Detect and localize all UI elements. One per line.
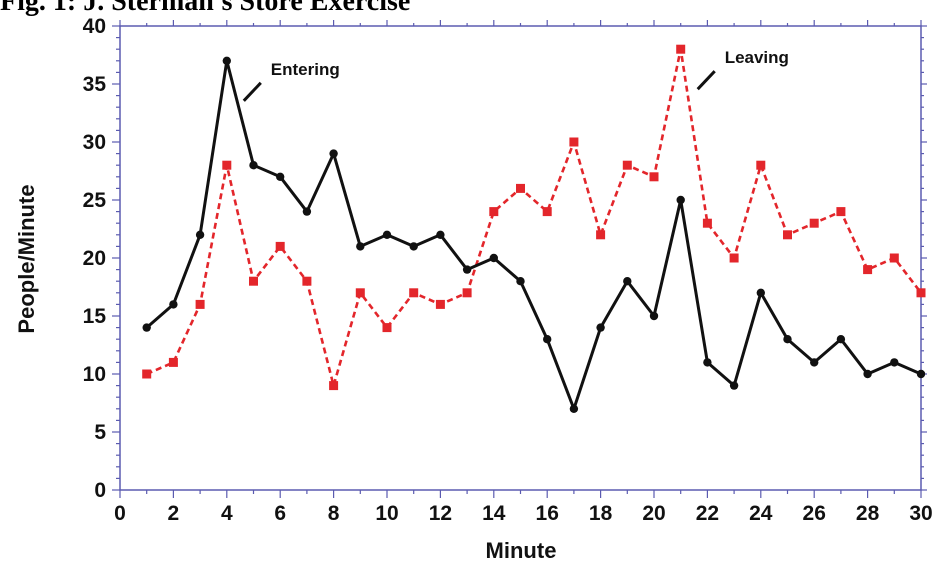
leaving-point bbox=[916, 288, 926, 298]
leaving-point bbox=[142, 369, 152, 379]
entering-point bbox=[489, 253, 498, 263]
entering-point bbox=[836, 335, 846, 344]
leaving-point bbox=[596, 230, 606, 240]
entering-point bbox=[249, 161, 258, 170]
y-tick-label: 30 bbox=[83, 131, 106, 154]
y-tick-label: 40 bbox=[83, 15, 106, 38]
x-tick-label: 22 bbox=[696, 502, 719, 525]
leaving-point bbox=[275, 241, 285, 251]
leaving-point bbox=[462, 288, 472, 298]
leaving-point bbox=[783, 230, 792, 240]
entering-point bbox=[516, 277, 525, 286]
x-tick-label: 6 bbox=[274, 502, 286, 525]
x-tick-label: 30 bbox=[909, 502, 932, 525]
x-tick-label: 8 bbox=[328, 502, 340, 525]
entering-point bbox=[302, 207, 312, 216]
x-tick-label: 2 bbox=[168, 502, 180, 525]
leaving-point bbox=[249, 276, 258, 286]
y-tick-label: 10 bbox=[83, 363, 106, 386]
entering-point bbox=[462, 265, 472, 274]
entering-point bbox=[623, 277, 632, 286]
x-tick-label: 28 bbox=[856, 502, 880, 525]
entering-point bbox=[543, 335, 552, 344]
x-tick-label: 26 bbox=[803, 502, 826, 525]
entering-point bbox=[436, 230, 445, 239]
y-tick-label: 35 bbox=[83, 73, 107, 96]
entering-point bbox=[863, 369, 872, 379]
leaving-point bbox=[435, 299, 445, 309]
leaving-annotation: Leaving bbox=[725, 48, 789, 67]
entering-point bbox=[729, 381, 739, 390]
leaving-point bbox=[702, 218, 712, 228]
y-axis-title: People/Minute bbox=[14, 184, 39, 333]
leaving-point bbox=[329, 381, 339, 391]
leaving-point bbox=[809, 218, 819, 228]
entering-point bbox=[569, 404, 579, 413]
entering-point bbox=[382, 230, 392, 239]
x-tick-label: 16 bbox=[536, 502, 559, 525]
y-tick-label: 25 bbox=[83, 189, 107, 212]
x-tick-label: 20 bbox=[642, 502, 665, 525]
entering-point bbox=[810, 358, 819, 367]
leaving-point bbox=[729, 253, 739, 263]
leaving-leader-line bbox=[696, 70, 716, 91]
leaving-point bbox=[516, 183, 525, 193]
leaving-point bbox=[863, 265, 873, 275]
entering-point bbox=[596, 323, 605, 332]
page-title: Fig. 1: J. Sterman's Store Exercise bbox=[0, 0, 411, 17]
entering-point bbox=[676, 195, 685, 205]
entering-point bbox=[409, 242, 418, 251]
x-tick-label: 18 bbox=[589, 502, 613, 525]
leaving-point bbox=[676, 44, 686, 54]
leaving-point bbox=[889, 253, 899, 263]
entering-point bbox=[222, 56, 231, 65]
leaving-point bbox=[382, 323, 392, 333]
entering-point bbox=[142, 323, 151, 332]
leaving-point bbox=[756, 160, 766, 170]
x-tick-label: 14 bbox=[482, 502, 506, 525]
entering-point bbox=[356, 242, 365, 251]
entering-leader-line bbox=[242, 81, 262, 102]
entering-point bbox=[649, 311, 659, 321]
y-tick-label: 5 bbox=[94, 421, 106, 444]
y-tick-label: 20 bbox=[83, 247, 106, 270]
leaving-point bbox=[409, 288, 419, 298]
y-tick-label: 15 bbox=[83, 305, 107, 328]
entering-point bbox=[195, 230, 205, 239]
entering-point bbox=[783, 335, 792, 344]
entering-point bbox=[703, 358, 712, 367]
leaving-point bbox=[195, 299, 205, 309]
entering-point bbox=[169, 300, 178, 309]
entering-point bbox=[916, 369, 926, 379]
leaving-point bbox=[222, 160, 232, 170]
entering-point bbox=[276, 172, 285, 181]
x-tick-label: 24 bbox=[749, 502, 773, 525]
x-tick-label: 10 bbox=[375, 502, 398, 525]
entering-annotation: Entering bbox=[271, 60, 340, 79]
y-tick-label: 0 bbox=[94, 479, 106, 502]
x-tick-label: 0 bbox=[114, 502, 126, 525]
leaving-series-line bbox=[146, 47, 923, 387]
leaving-point bbox=[569, 137, 579, 147]
entering-point bbox=[756, 288, 765, 297]
entering-point bbox=[890, 358, 899, 367]
plot-frame bbox=[119, 25, 922, 491]
leaving-point bbox=[489, 207, 499, 217]
leaving-point bbox=[649, 172, 659, 182]
x-axis-title: Minute bbox=[486, 538, 557, 562]
entering-series-line bbox=[145, 59, 922, 411]
entering-point bbox=[329, 149, 338, 158]
x-tick-label: 4 bbox=[221, 502, 233, 525]
leaving-point bbox=[542, 207, 552, 217]
leaving-point bbox=[355, 288, 365, 298]
leaving-point bbox=[302, 276, 312, 286]
leaving-point bbox=[622, 160, 632, 170]
leaving-point bbox=[168, 357, 178, 367]
leaving-point bbox=[836, 207, 846, 217]
x-tick-label: 12 bbox=[429, 502, 452, 525]
